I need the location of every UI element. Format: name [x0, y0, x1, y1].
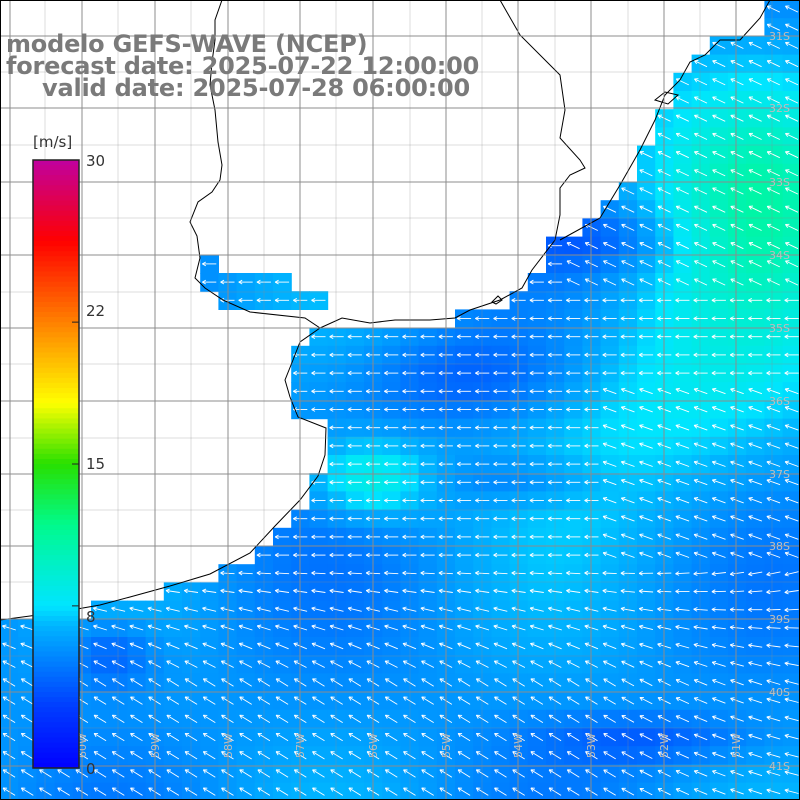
colorbar-tick-0: 0 — [86, 760, 96, 778]
lon-label: 56W — [367, 733, 380, 758]
colorbar-tick-22: 22 — [86, 302, 106, 320]
lat-label: 36S — [769, 395, 790, 408]
forecast-date: forecast date: 2025-07-22 12:00:00 — [6, 52, 480, 80]
colorbar-tick-8: 8 — [86, 608, 96, 626]
lon-label: 59W — [149, 733, 162, 758]
lon-label: 57W — [294, 733, 307, 758]
lat-label: 40S — [769, 686, 790, 699]
lon-label: 58W — [222, 733, 235, 758]
lon-label: 55W — [440, 733, 453, 758]
colorbar-unit: [m/s] — [33, 133, 73, 151]
colorbar-ticks — [72, 159, 79, 769]
lon-label: 53W — [585, 733, 598, 758]
lat-label: 35S — [769, 322, 790, 335]
model-title: modelo GEFS-WAVE (NCEP) — [6, 30, 368, 58]
lat-label: 37S — [769, 468, 790, 481]
colorbar-tick-30: 30 — [86, 152, 106, 170]
lat-label: 32S — [769, 102, 790, 115]
lon-label: 54W — [512, 733, 525, 758]
lat-label: 34S — [769, 249, 790, 262]
colorbar-tick-15: 15 — [86, 455, 106, 473]
lat-label: 38S — [769, 540, 790, 553]
lon-label: 52W — [658, 733, 671, 758]
lat-label: 39S — [769, 613, 790, 626]
wind-vector-field — [2, 5, 799, 796]
lat-label: 33S — [769, 176, 790, 189]
lon-label: 51W — [730, 733, 743, 758]
valid-date: valid date: 2025-07-28 06:00:00 — [42, 74, 470, 102]
colorbar — [32, 159, 80, 769]
lat-label: 41S — [769, 760, 790, 773]
lat-label: 31S — [769, 30, 790, 43]
